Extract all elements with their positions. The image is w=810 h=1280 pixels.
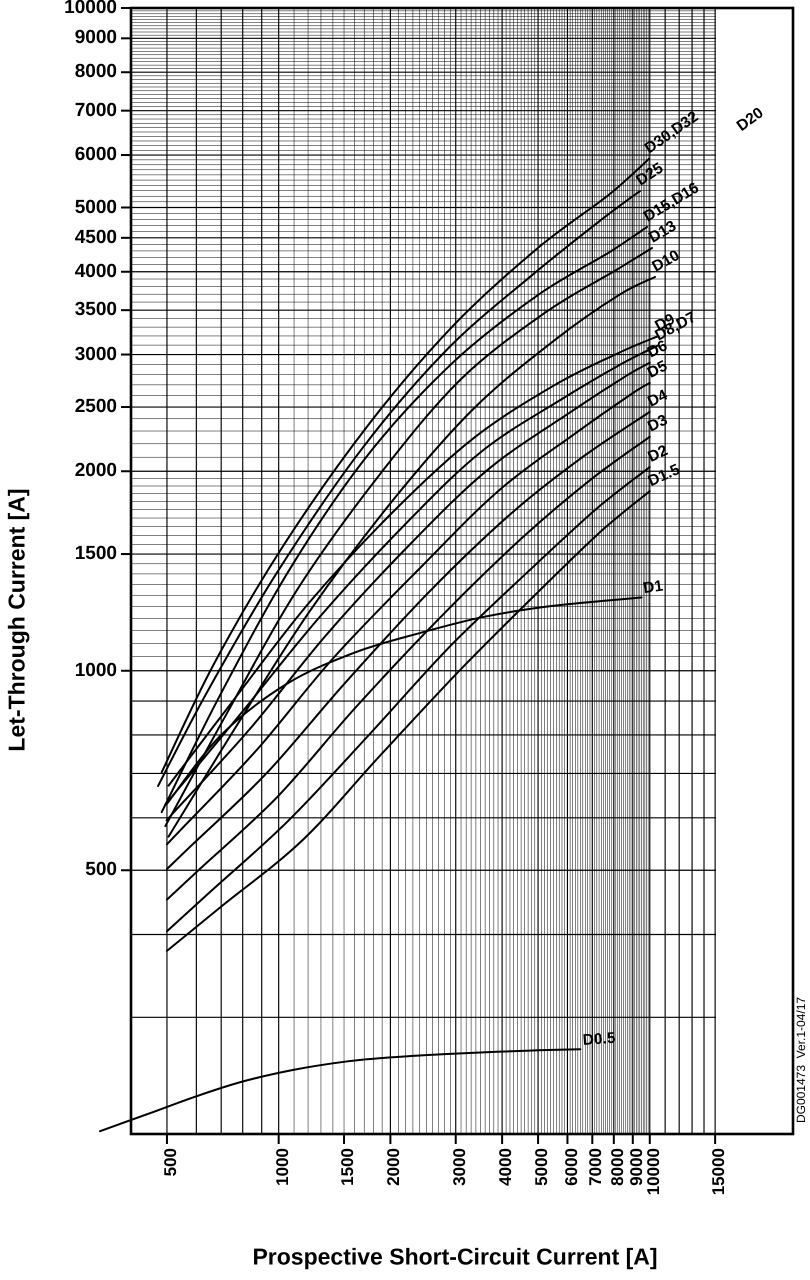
svg-text:D1: D1 xyxy=(642,577,664,597)
svg-text:D0.5: D0.5 xyxy=(582,1030,616,1049)
svg-text:D3: D3 xyxy=(645,411,671,435)
svg-text:D25: D25 xyxy=(633,159,666,189)
svg-text:D30,D32: D30,D32 xyxy=(642,108,702,157)
svg-text:D15,D16: D15,D16 xyxy=(641,179,703,225)
svg-text:D2: D2 xyxy=(645,442,670,466)
svg-text:D5: D5 xyxy=(645,357,671,381)
svg-text:D4: D4 xyxy=(645,386,671,410)
svg-text:D10: D10 xyxy=(649,247,682,276)
svg-text:D20: D20 xyxy=(734,104,767,134)
